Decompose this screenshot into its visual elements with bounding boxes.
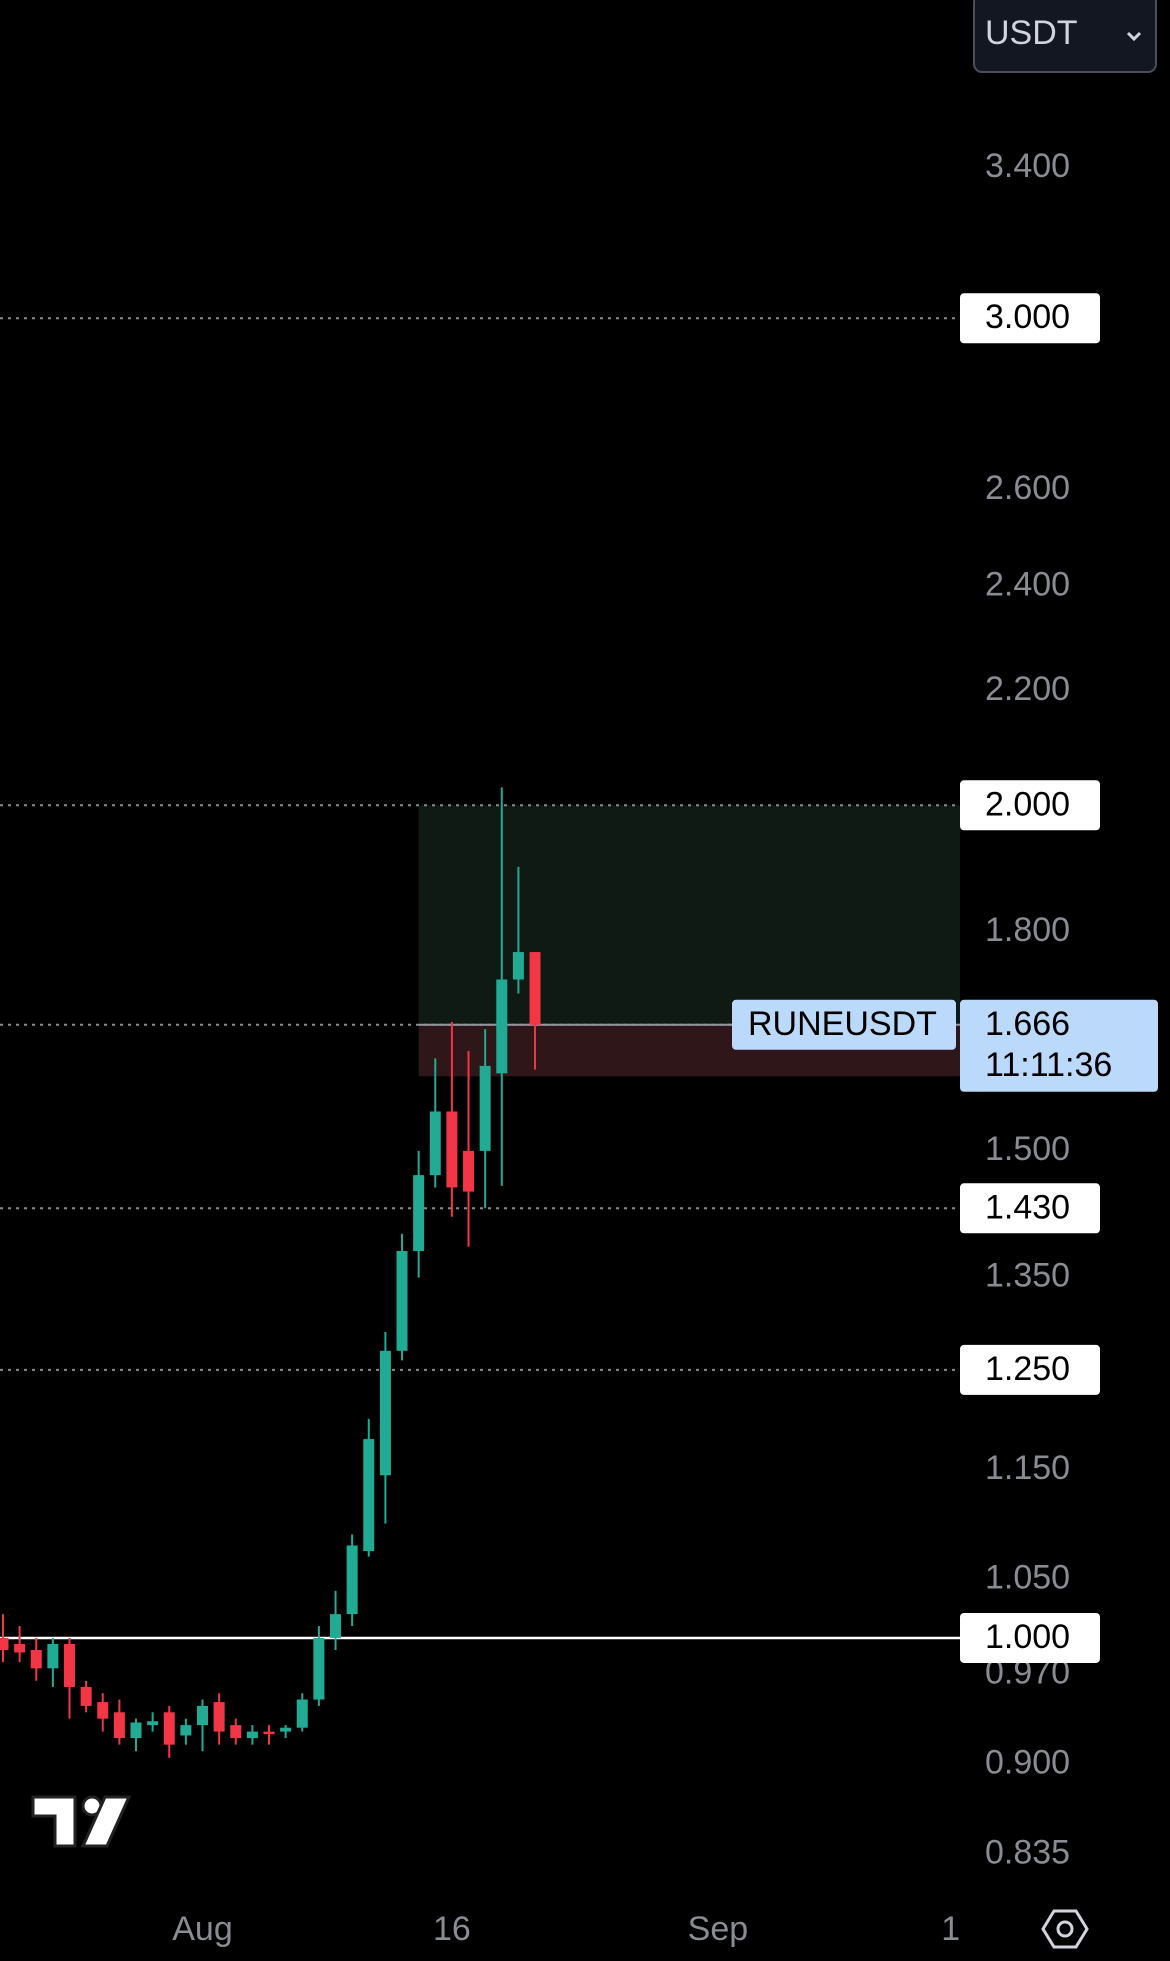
- tv-logo: [31, 1795, 132, 1848]
- candle-body: [280, 1727, 292, 1732]
- dropdown-arrow[interactable]: [1126, 31, 1142, 42]
- candle-body: [97, 1702, 109, 1719]
- candle-body: [213, 1702, 225, 1732]
- candle-body: [63, 1643, 75, 1687]
- x-tick-label: Aug: [172, 1910, 233, 1948]
- candle-body: [363, 1439, 375, 1552]
- candle-body: [263, 1731, 275, 1735]
- candle-body: [463, 1150, 475, 1192]
- candle-body: [296, 1699, 308, 1728]
- settings-button[interactable]: [1041, 1909, 1089, 1949]
- candle-body: [396, 1251, 408, 1351]
- symbol-label: RUNEUSDT: [748, 1005, 937, 1043]
- level-label: 1.000: [985, 1618, 1070, 1656]
- candle-body: [0, 1637, 9, 1651]
- candle-body: [446, 1111, 458, 1188]
- candle-body: [330, 1614, 342, 1638]
- y-tick-label: 1.350: [985, 1256, 1070, 1294]
- currency-dropdown[interactable]: USDT: [973, 0, 1157, 73]
- candle-body: [163, 1712, 175, 1745]
- y-tick-label: 2.400: [985, 565, 1070, 603]
- level-label-box: [960, 1612, 1100, 1663]
- candle-body: [180, 1725, 192, 1736]
- level-label: 3.000: [985, 298, 1070, 336]
- level-label: 2.000: [985, 785, 1070, 823]
- y-tick-label: 1.800: [985, 911, 1070, 949]
- level-label: 1.250: [985, 1350, 1070, 1388]
- candle-body: [80, 1686, 92, 1706]
- level-label: 1.430: [985, 1188, 1070, 1226]
- logo-part: [80, 1795, 132, 1848]
- y-tick-label: 0.900: [985, 1743, 1070, 1781]
- candle-body: [246, 1731, 258, 1739]
- candle-body: [429, 1111, 441, 1176]
- price-label-box: [960, 999, 1158, 1092]
- countdown-label: 11:11:36: [985, 1046, 1112, 1084]
- symbol-label-box: [732, 999, 956, 1050]
- y-tick-label: 3.400: [985, 147, 1070, 185]
- level-label-box: [960, 780, 1100, 831]
- candle-body: [346, 1545, 358, 1615]
- y-tick-label: 0.835: [985, 1834, 1070, 1872]
- level-label-box: [960, 1344, 1100, 1395]
- candle-body: [496, 979, 508, 1074]
- candle-body: [413, 1175, 425, 1252]
- y-tick-label: 2.200: [985, 670, 1070, 708]
- candle-body: [230, 1725, 242, 1739]
- settings-hexagon[interactable]: [1041, 1909, 1089, 1949]
- level-label-box: [960, 1183, 1100, 1234]
- candle-body: [313, 1637, 325, 1700]
- candle-body: [479, 1065, 491, 1151]
- logo-part: [31, 1795, 77, 1848]
- settings-circle[interactable]: [1056, 1920, 1074, 1938]
- candle-body: [529, 952, 541, 1025]
- y-tick-label: 1.500: [985, 1130, 1070, 1168]
- candle-body: [30, 1650, 42, 1669]
- label-layer: 3.000 2.000 1.430 1.250 1.000 RUNEUSDT 1.66611…: [732, 293, 1158, 1663]
- level-label-box: [960, 293, 1100, 344]
- candle-layer: [0, 787, 541, 1758]
- candle-body: [379, 1350, 391, 1476]
- x-tick-label: 16: [433, 1910, 471, 1948]
- candle-body: [512, 952, 524, 980]
- candle-body: [147, 1721, 159, 1726]
- currency-label[interactable]: USDT: [985, 14, 1078, 52]
- y-tick-label: 1.150: [985, 1449, 1070, 1487]
- candle-body: [197, 1705, 209, 1726]
- candle-body: [47, 1643, 59, 1669]
- candle-body: [14, 1643, 26, 1653]
- candle-body: [130, 1722, 142, 1739]
- candle-body: [113, 1712, 125, 1739]
- price-label: 1.666: [985, 1005, 1070, 1043]
- y-tick-label: 1.050: [985, 1558, 1070, 1596]
- target-zone: [418, 805, 960, 1025]
- dropdown-box[interactable]: [973, 0, 1157, 73]
- x-tick-label: Sep: [688, 1910, 749, 1948]
- y-tick-label: 2.600: [985, 469, 1070, 507]
- x-tick-label: 1: [941, 1910, 960, 1948]
